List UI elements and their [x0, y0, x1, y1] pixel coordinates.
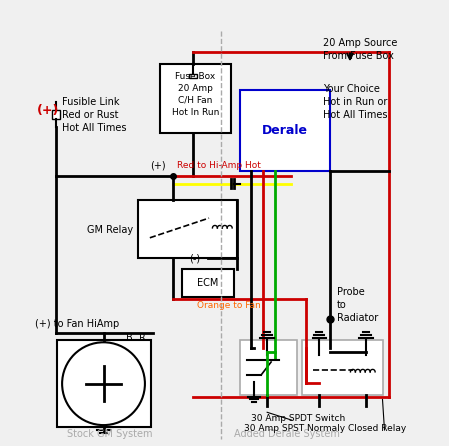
Bar	[52, 110, 60, 120]
Text: 30 Amp SPDT Switch: 30 Amp SPDT Switch	[251, 414, 346, 423]
Text: Orange to Fan: Orange to Fan	[197, 301, 261, 310]
Text: ECM: ECM	[197, 278, 219, 288]
Text: Fusible Link
Red or Rust
Hot All Times: Fusible Link Red or Rust Hot All Times	[62, 97, 127, 133]
Bar	[182, 269, 233, 297]
Text: Stock GM System: Stock GM System	[67, 429, 153, 439]
Text: Fuse Box
20 Amp
C/H Fan
Hot In Run: Fuse Box 20 Amp C/H Fan Hot In Run	[172, 72, 219, 116]
Text: (+): (+)	[36, 103, 59, 116]
Text: Red to Hi-Amp Hot: Red to Hi-Amp Hot	[177, 161, 261, 170]
Bar	[138, 200, 237, 257]
Text: (-): (-)	[189, 253, 200, 264]
Bar	[160, 64, 231, 133]
Text: 30 Amp SPST Normaly Closed Relay: 30 Amp SPST Normaly Closed Relay	[245, 424, 407, 433]
Text: B  R: B R	[126, 333, 146, 343]
Circle shape	[62, 342, 145, 425]
Text: 20 Amp Source
From Fuse Box: 20 Amp Source From Fuse Box	[323, 37, 398, 61]
Text: Derale: Derale	[262, 124, 308, 137]
Bar	[302, 340, 383, 395]
Text: Probe
to
Radiator: Probe to Radiator	[337, 287, 379, 323]
Text: Your Choice
Hot in Run or
Hot All Times: Your Choice Hot in Run or Hot All Times	[323, 84, 388, 120]
Text: (+) to Fan HiAmp: (+) to Fan HiAmp	[35, 318, 119, 329]
Bar	[240, 340, 297, 395]
Text: Added Derale System: Added Derale System	[233, 429, 339, 439]
Bar	[57, 340, 151, 427]
Text: GM Relay: GM Relay	[87, 225, 133, 235]
Text: (+): (+)	[150, 161, 166, 171]
Bar	[189, 74, 197, 78]
Bar	[240, 90, 330, 171]
